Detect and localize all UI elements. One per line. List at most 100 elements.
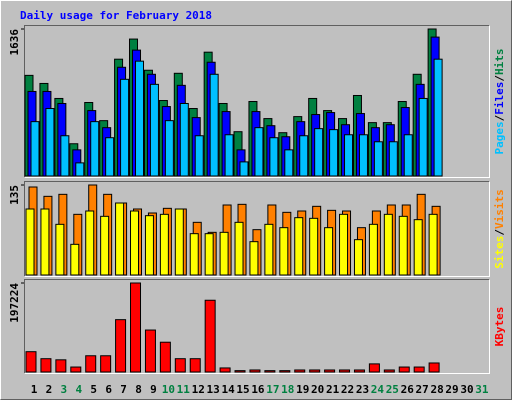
bar (279, 227, 289, 276)
bar (189, 233, 199, 276)
x-tick-label: 8 (135, 383, 142, 396)
bar (398, 215, 408, 276)
bar (353, 239, 363, 276)
bar (413, 366, 425, 373)
bar (115, 319, 127, 373)
bar (45, 108, 55, 177)
panel-border-dark (24, 279, 490, 374)
bar (339, 369, 351, 373)
bar (368, 223, 378, 276)
bar (194, 135, 204, 177)
legend-entry: Files (493, 82, 506, 115)
bar (25, 208, 35, 276)
bar (25, 351, 37, 373)
x-tick-label: 5 (90, 383, 97, 396)
legend: Sites/Visits (493, 189, 506, 269)
bar (209, 73, 219, 177)
y-tick-label: 135 (8, 185, 21, 205)
x-tick-label: 25 (386, 383, 399, 396)
bar (144, 329, 156, 373)
x-tick-label: 1 (31, 383, 38, 396)
bar (254, 127, 264, 177)
x-tick-label: 2 (46, 383, 53, 396)
x-tick-label: 18 (281, 383, 294, 396)
bar (130, 282, 142, 373)
bar (189, 358, 201, 373)
bar (373, 141, 383, 177)
bar (100, 215, 110, 276)
x-tick-label: 19 (296, 383, 309, 396)
bar (144, 215, 154, 276)
bar (383, 369, 395, 373)
y-tick-label: 1636 (8, 29, 21, 56)
x-tick-label: 11 (177, 383, 191, 396)
bar (299, 135, 309, 177)
bar (40, 208, 50, 276)
bar (324, 227, 334, 276)
x-tick-label: 22 (341, 383, 354, 396)
bar (115, 202, 125, 276)
legend: Pages/Files/Hits (493, 49, 506, 155)
bar (388, 141, 398, 177)
panel-border-light (24, 181, 490, 277)
x-tick-label: 29 (445, 383, 458, 396)
legend-entry: Pages (493, 121, 506, 154)
bar (149, 83, 159, 177)
bar (60, 135, 70, 177)
bar (353, 369, 365, 373)
bar (179, 102, 189, 177)
bar (219, 231, 229, 276)
bar (294, 369, 306, 373)
bar (428, 213, 438, 276)
bar (159, 213, 169, 276)
bar (329, 129, 339, 177)
y-tick-label: 197224 (8, 283, 21, 323)
bar (358, 134, 368, 177)
legend-separator: / (493, 75, 506, 82)
bar (314, 128, 324, 177)
panel-border-dark (24, 181, 490, 277)
x-tick-label: 13 (207, 383, 220, 396)
bar (279, 370, 291, 373)
bar (284, 149, 294, 177)
x-tick-label: 15 (236, 383, 249, 396)
legend-separator: / (493, 229, 506, 236)
x-tick-label: 7 (120, 383, 127, 396)
bar (105, 137, 115, 177)
x-tick-label: 6 (105, 383, 112, 396)
bar (174, 358, 186, 373)
bar (219, 367, 231, 373)
bar (204, 299, 216, 373)
x-tick-label: 24 (371, 383, 385, 396)
x-tick-label: 28 (430, 383, 443, 396)
bar (90, 121, 100, 177)
legend-entry: KBytes (493, 307, 506, 347)
bar (85, 210, 95, 276)
x-tick-label: 31 (475, 383, 489, 396)
bar (269, 137, 279, 177)
legend: KBytes (493, 307, 506, 347)
bar (55, 359, 67, 373)
bar (324, 369, 336, 373)
legend-separator: / (493, 114, 506, 121)
bar (75, 162, 85, 177)
bar (249, 241, 259, 276)
panel-border-light (24, 25, 490, 178)
bar (249, 369, 261, 373)
bar (418, 97, 428, 177)
panel-border-light (24, 279, 490, 374)
bar (294, 217, 304, 276)
bar (264, 223, 274, 276)
legend-entry: Hits (493, 49, 506, 76)
bar (413, 219, 423, 276)
x-tick-label: 10 (162, 383, 175, 396)
x-tick-label: 23 (356, 383, 369, 396)
bar (70, 366, 82, 373)
chart-title: Daily usage for February 2018 (20, 9, 212, 22)
bar (344, 134, 354, 177)
bar (174, 208, 184, 276)
bar (70, 243, 80, 276)
x-tick-label: 14 (221, 383, 235, 396)
x-tick-label: 26 (401, 383, 415, 396)
